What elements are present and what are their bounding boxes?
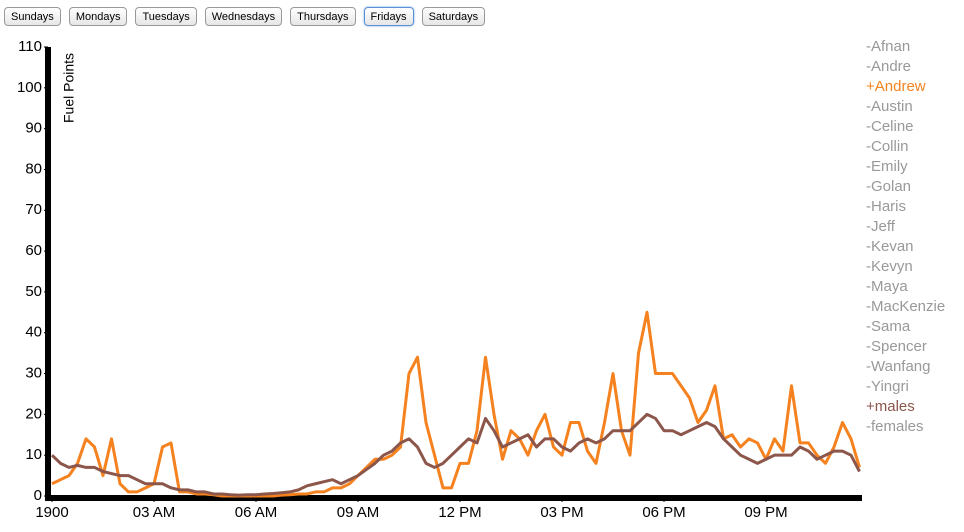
legend-entry[interactable]: -Wanfang <box>866 358 930 375</box>
y-tick-label: 110 <box>18 38 42 55</box>
x-tick-label: 06 AM <box>235 504 278 521</box>
legend-entry[interactable]: -Golan <box>866 178 911 195</box>
y-tick-label: 0 <box>34 487 42 504</box>
legend-entry[interactable]: -Sama <box>866 318 911 335</box>
legend-entry[interactable]: -Kevan <box>866 238 914 255</box>
y-tick-label: 40 <box>25 324 42 341</box>
legend-entry[interactable]: -MacKenzie <box>866 298 945 315</box>
y-tick-label: 90 <box>25 120 42 137</box>
y-tick-label: 10 <box>25 446 42 463</box>
day-button[interactable]: Fridays <box>363 7 414 26</box>
legend-entry[interactable]: -Kevyn <box>866 258 913 275</box>
legend-entry[interactable]: -Jeff <box>866 218 896 235</box>
x-tick-label: 09 AM <box>337 504 380 521</box>
legend-entry[interactable]: -Andre <box>866 58 911 75</box>
button-bar: Sundays Mondays Tuesdays Wednesdays Thursday… <box>4 7 486 26</box>
legend-entry[interactable]: -Collin <box>866 138 909 155</box>
x-tick-label: 03 AM <box>133 504 176 521</box>
day-button[interactable]: Mondays <box>68 7 128 26</box>
x-tick-label: 03 PM <box>540 504 583 521</box>
y-tick-label: 70 <box>25 201 42 218</box>
y-tick-label: 50 <box>25 283 42 300</box>
legend-entry[interactable]: -Austin <box>866 98 913 115</box>
y-tick-label: 30 <box>25 365 42 382</box>
legend-entry[interactable]: -females <box>866 418 924 435</box>
legend-entry[interactable]: +males <box>866 398 915 415</box>
legend-entry[interactable]: -Emily <box>866 158 908 175</box>
series-line <box>50 412 861 497</box>
day-button[interactable]: Thursdays <box>290 7 356 26</box>
legend-entry[interactable]: -Maya <box>866 278 908 295</box>
day-button[interactable]: Tuesdays <box>135 7 197 26</box>
legend-entry[interactable]: -Celine <box>866 118 914 135</box>
legend-entry[interactable]: -Haris <box>866 198 906 215</box>
legend-entry[interactable]: +Andrew <box>866 78 926 95</box>
x-tick-label: 1900 <box>35 504 68 521</box>
day-button[interactable]: Sundays <box>4 7 61 26</box>
y-tick-label: 20 <box>25 405 42 422</box>
y-tick-label: 60 <box>25 242 42 259</box>
day-button[interactable]: Saturdays <box>421 7 486 26</box>
x-tick-label: 06 PM <box>642 504 685 521</box>
x-tick-label: 09 PM <box>744 504 787 521</box>
x-tick-label: 12 PM <box>438 504 481 521</box>
y-tick-label: 100 <box>17 79 42 96</box>
y-tick-label: 80 <box>25 160 42 177</box>
legend-entry[interactable]: -Afnan <box>866 38 910 55</box>
legend-entry[interactable]: -Yingri <box>866 378 909 395</box>
y-axis-label: Fuel Points <box>61 53 77 123</box>
day-button[interactable]: Wednesdays <box>204 7 283 26</box>
series-line <box>51 310 861 498</box>
legend-entry[interactable]: -Spencer <box>866 338 927 355</box>
